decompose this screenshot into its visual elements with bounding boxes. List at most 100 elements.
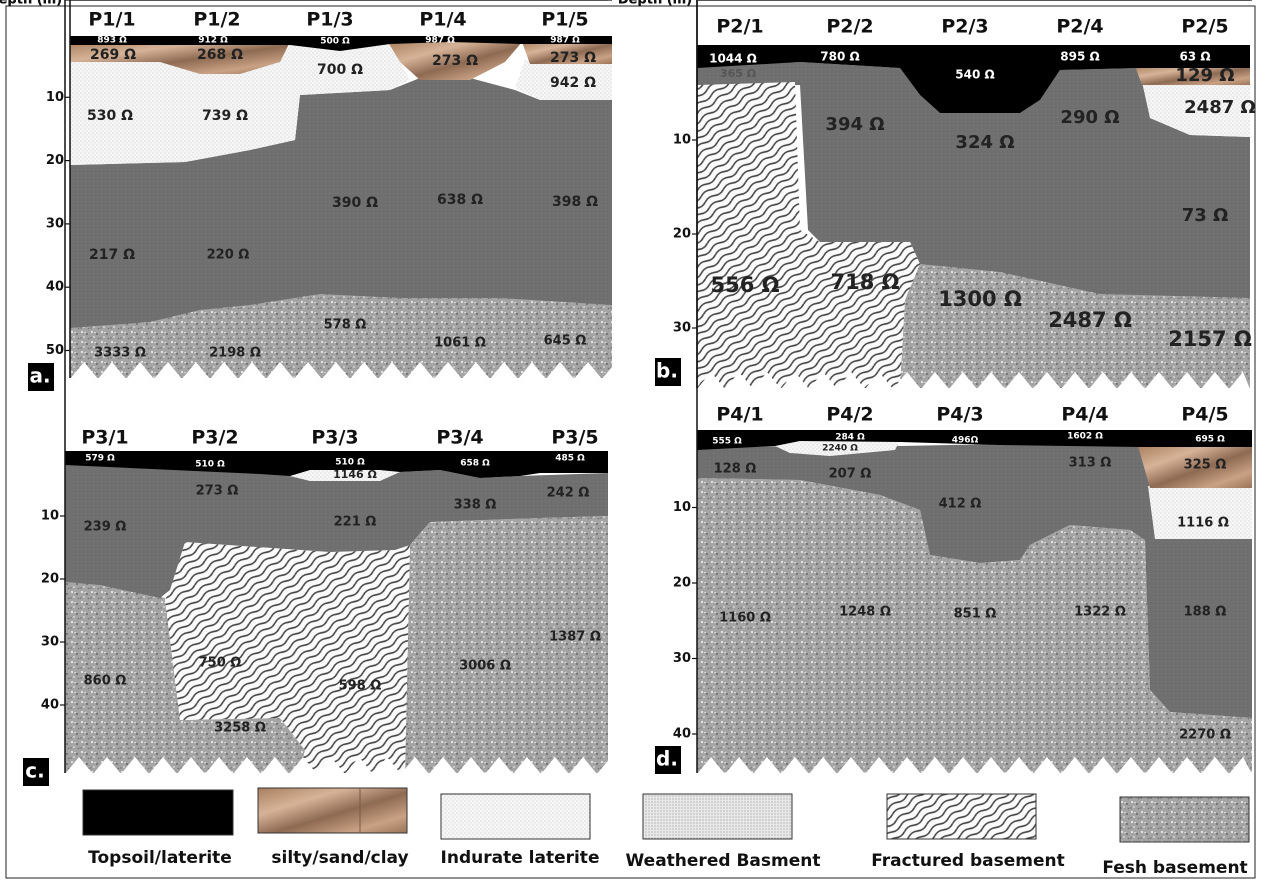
station-label: P2/1 (716, 16, 763, 38)
station-label: P2/4 (1056, 16, 1103, 38)
legend-swatch (642, 793, 793, 840)
station-label: P4/5 (1181, 404, 1228, 426)
layer-resistivity: 313 Ω (1069, 456, 1112, 471)
legend-swatch (440, 793, 591, 840)
top-resistivity: 510 Ω (335, 458, 365, 468)
layer-resistivity: 1116 Ω (1177, 516, 1229, 531)
layer (70, 78, 612, 328)
station-label: P4/2 (826, 404, 873, 426)
top-resistivity: 540 Ω (955, 68, 994, 82)
layer-resistivity: 239 Ω (84, 520, 127, 535)
layer-resistivity: 412 Ω (939, 497, 982, 512)
panel-label-box (655, 746, 681, 774)
layer-resistivity: 645 Ω (544, 334, 587, 349)
layer (70, 36, 612, 51)
panel: 10 20 30 40 Depth (m) P4/1 P4/2 P4/3 P4/4 P4/5 555… (618, 0, 1252, 783)
layer-resistivity: 338 Ω (454, 498, 497, 513)
y-axis-title: Depth (m) (0, 0, 62, 8)
station-label: P4/4 (1061, 404, 1108, 426)
layer-resistivity: 750 Ω (199, 656, 242, 671)
layer (65, 463, 608, 598)
top-resistivity: 780 Ω (820, 50, 859, 64)
layer (515, 60, 612, 100)
layer-resistivity: 739 Ω (202, 108, 248, 124)
top-resistivity: 987 Ω (425, 36, 455, 46)
panel-label-box (655, 358, 681, 386)
top-resistivity: 912 Ω (198, 36, 228, 46)
station-label: P2/3 (941, 16, 988, 38)
legend-swatch (886, 793, 1037, 840)
y-tick-label: 30 (673, 651, 691, 666)
station-label: P3/2 (191, 427, 238, 449)
layer (775, 440, 900, 456)
layer-resistivity: 273 Ω (196, 484, 239, 499)
legend-swatch (1119, 796, 1250, 843)
y-tick-label: 40 (46, 280, 64, 295)
layer-resistivity: 129 Ω (1175, 65, 1234, 86)
legend-label: Topsoil/laterite (88, 848, 232, 868)
layer-resistivity: 390 Ω (332, 195, 378, 211)
layer-resistivity: 700 Ω (317, 62, 363, 78)
layer-resistivity: 2157 Ω (1168, 327, 1252, 351)
layer (70, 290, 612, 378)
station-label: P2/2 (826, 16, 873, 38)
layer-resistivity: 1160 Ω (719, 611, 771, 626)
layer-resistivity: 128 Ω (714, 462, 757, 477)
legend-label: Fesh basement (1102, 858, 1247, 878)
layer-resistivity: 394 Ω (825, 114, 884, 135)
layer-resistivity: 398 Ω (552, 194, 598, 210)
panel-label: d. (656, 747, 678, 771)
y-tick-label: 20 (673, 576, 691, 591)
layer (697, 62, 1250, 298)
layer-resistivity: 324 Ω (955, 132, 1014, 153)
layer-resistivity: 273 Ω (432, 53, 478, 69)
panel-label: b. (656, 359, 678, 383)
y-tick-label: 20 (46, 153, 64, 168)
legend-swatch (257, 787, 408, 834)
layer-resistivity: 221 Ω (334, 515, 377, 530)
layer-resistivity: 220 Ω (207, 248, 250, 263)
layer-resistivity: 73 Ω (1182, 205, 1229, 226)
panel-label: c. (25, 759, 44, 783)
zigzag-edge (697, 757, 1252, 783)
layer-resistivity: 942 Ω (550, 75, 596, 91)
panel-label-box (23, 758, 49, 786)
layer (697, 430, 1252, 450)
top-resistivity: 2240 Ω (822, 444, 858, 454)
y-axis-title: Depth (m) (618, 0, 692, 8)
station-label: P1/4 (419, 9, 466, 31)
layer (65, 580, 305, 773)
layer-resistivity: 365 Ω (720, 67, 757, 80)
figure-border (5, 5, 1256, 879)
panel: 10 20 30 40 Depth (m) P3/1 P3/2 P3/3 P3/4 P3/5 579… (0, 0, 611, 786)
station-label: P1/2 (193, 9, 240, 31)
top-resistivity: 485 Ω (555, 454, 585, 464)
layer (70, 42, 290, 74)
layer (165, 542, 410, 773)
layer-resistivity: 2487 Ω (1184, 97, 1256, 118)
layer (70, 44, 410, 165)
layer-resistivity: 851 Ω (954, 607, 997, 622)
layer-resistivity: 530 Ω (87, 108, 133, 124)
station-label: P3/3 (311, 427, 358, 449)
layer-resistivity: 188 Ω (1184, 605, 1227, 620)
zigzag-edge (70, 362, 616, 388)
station-label: P3/5 (551, 427, 598, 449)
panel-label: a. (29, 364, 50, 388)
top-resistivity: 1044 Ω (709, 52, 757, 66)
layer (697, 45, 1250, 113)
zigzag-edge (65, 757, 611, 783)
y-tick-label: 10 (673, 500, 691, 515)
station-label: P4/1 (716, 404, 763, 426)
layer-resistivity: 290 Ω (1060, 107, 1119, 128)
station-label: P1/1 (88, 9, 135, 31)
top-resistivity: 895 Ω (1060, 50, 1099, 64)
layer-resistivity: 598 Ω (339, 679, 382, 694)
layer-resistivity: 1322 Ω (1074, 605, 1126, 620)
top-resistivity: 555 Ω (712, 437, 742, 447)
layer-resistivity: 273 Ω (550, 50, 596, 66)
layer (697, 443, 1252, 718)
y-axis-title: Depth (m) (0, 0, 62, 8)
station-label: P3/1 (81, 427, 128, 449)
top-resistivity: 579 Ω (85, 454, 115, 464)
